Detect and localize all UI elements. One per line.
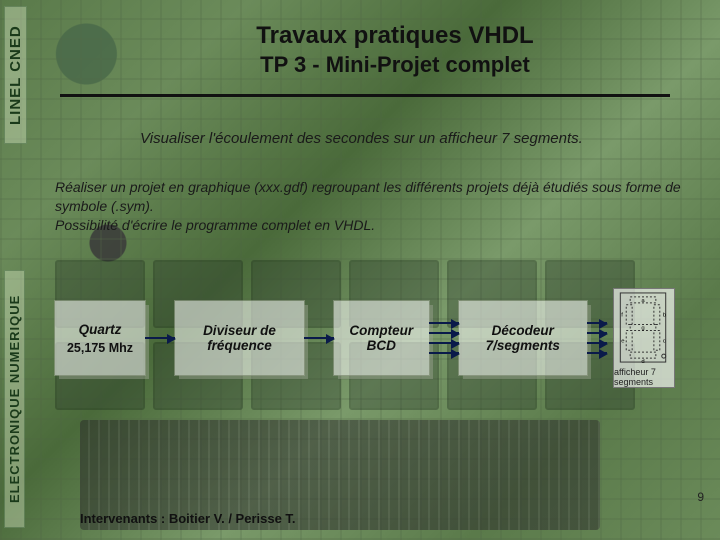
edge-decoder-display xyxy=(587,298,607,378)
svg-text:f: f xyxy=(621,313,623,319)
subtitle: Visualiser l'écoulement des secondes sur… xyxy=(140,130,680,147)
title-block: Travaux pratiques VHDL TP 3 - Mini-Proje… xyxy=(155,22,635,78)
svg-text:a: a xyxy=(641,298,645,304)
node-divider: Diviseur de fréquence xyxy=(175,301,304,375)
edge-quartz-divider xyxy=(145,298,175,378)
svg-text:g: g xyxy=(641,325,644,331)
node-title: Diviseur de fréquence xyxy=(185,323,294,353)
node-sub: 25,175 Mhz xyxy=(65,341,135,355)
title-line2: TP 3 - Mini-Projet complet xyxy=(155,52,635,78)
sidebar-label-top: LINEL CNED xyxy=(4,6,27,144)
node-title: Décodeur 7/segments xyxy=(469,323,577,353)
page-number: 9 xyxy=(697,490,704,504)
node-title: Compteur BCD xyxy=(344,323,419,353)
flowchart: Quartz 25,175 Mhz Diviseur de fréquence … xyxy=(55,288,675,388)
footer-intervenants: Intervenants : Boitier V. / Perisse T. xyxy=(80,511,296,526)
seven-segment-display: a b c d e f g afficheur 7 segments xyxy=(613,288,675,388)
seven-segment-icon: a b c d e f g xyxy=(614,289,674,366)
instructions-paragraph: Réaliser un projet en graphique (xxx.gdf… xyxy=(55,178,695,235)
svg-text:d: d xyxy=(641,359,644,365)
edge-divider-counter xyxy=(304,298,334,378)
edge-counter-decoder xyxy=(429,298,459,378)
svg-text:c: c xyxy=(663,338,666,344)
node-title: Quartz xyxy=(65,322,135,337)
node-counter: Compteur BCD xyxy=(334,301,429,375)
node-quartz: Quartz 25,175 Mhz xyxy=(55,301,145,375)
title-line1: Travaux pratiques VHDL xyxy=(155,22,635,50)
sidebar-label-bottom: ELECTRONIQUE NUMERIQUE xyxy=(4,270,25,528)
svg-text:e: e xyxy=(621,338,625,344)
node-decoder: Décodeur 7/segments xyxy=(459,301,587,375)
display-caption: afficheur 7 segments xyxy=(614,367,674,387)
title-underline xyxy=(60,94,670,97)
